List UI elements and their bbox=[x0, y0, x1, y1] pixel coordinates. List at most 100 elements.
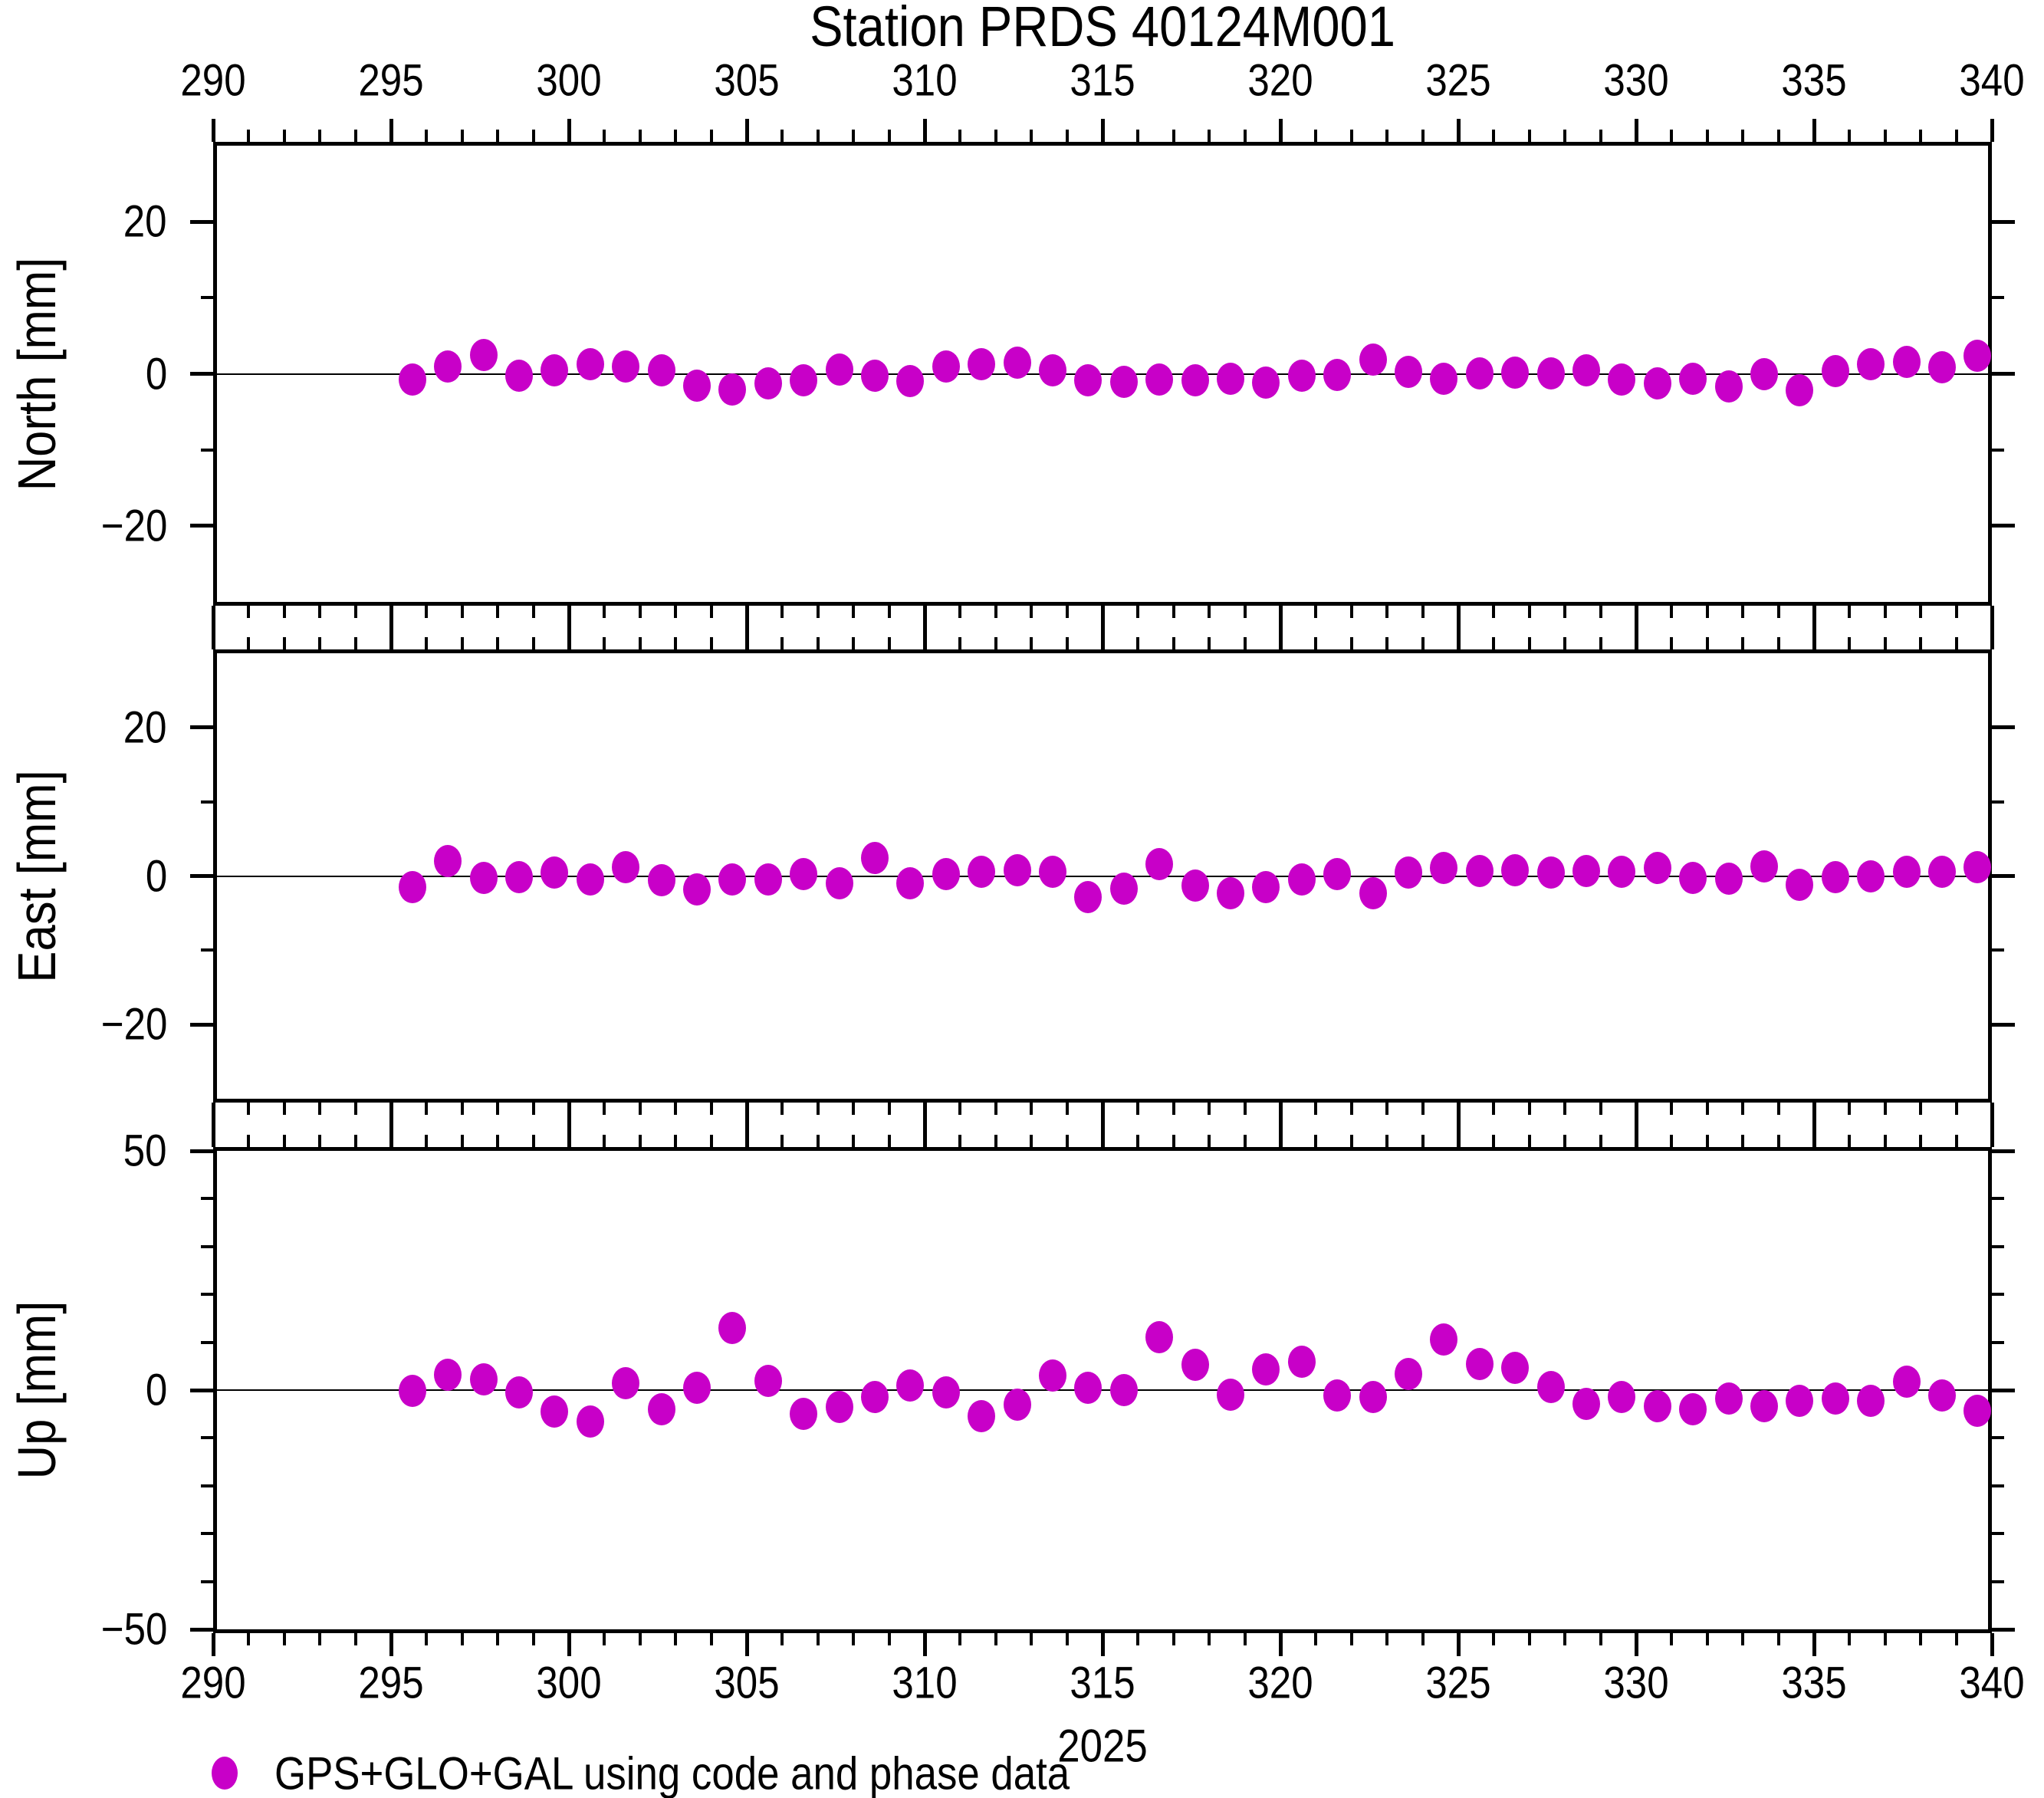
x-tick bbox=[282, 606, 286, 618]
x-tick bbox=[1421, 1103, 1425, 1115]
x-tick bbox=[1563, 1633, 1567, 1645]
x-tick bbox=[1385, 637, 1389, 649]
x-tick bbox=[1065, 130, 1069, 142]
y-tick-major bbox=[1992, 874, 2015, 878]
x-tick bbox=[460, 130, 464, 142]
y-tick-minor bbox=[1992, 1579, 2004, 1583]
up-data-point bbox=[1252, 1353, 1280, 1385]
up-data-point bbox=[1608, 1381, 1636, 1414]
x-tick bbox=[1456, 626, 1461, 649]
x-tick bbox=[1172, 1103, 1175, 1115]
x-tick bbox=[1954, 606, 1958, 618]
x-tick bbox=[887, 1103, 891, 1115]
east-data-point bbox=[398, 871, 426, 904]
north-data-point bbox=[1821, 354, 1849, 387]
x-tick bbox=[674, 1633, 678, 1645]
x-tick bbox=[1172, 606, 1175, 618]
x-tick bbox=[994, 1103, 997, 1115]
x-tick bbox=[1208, 130, 1211, 142]
x-tick bbox=[353, 1135, 357, 1147]
x-tick bbox=[744, 626, 749, 649]
x-tick bbox=[496, 1135, 500, 1147]
x-tick bbox=[958, 130, 962, 142]
up-ytick-label: 50 bbox=[123, 1126, 167, 1176]
y-tick-minor bbox=[201, 1244, 213, 1248]
x-tick bbox=[1492, 1633, 1496, 1645]
x-tick bbox=[247, 1135, 251, 1147]
y-tick-minor bbox=[1992, 1436, 2004, 1440]
x-tick bbox=[1492, 1103, 1496, 1115]
x-tick bbox=[1314, 606, 1318, 618]
east-data-point bbox=[861, 842, 889, 875]
north-data-point bbox=[1323, 359, 1352, 392]
x-tick bbox=[1349, 637, 1353, 649]
x-tick bbox=[1100, 606, 1105, 629]
x-tick bbox=[744, 1124, 749, 1147]
x-tick bbox=[247, 1633, 251, 1645]
east-axis-title: East [mm] bbox=[7, 769, 67, 983]
x-tick bbox=[1172, 1633, 1175, 1645]
x-tick bbox=[1563, 606, 1567, 618]
x-tick bbox=[638, 1103, 642, 1115]
east-data-point bbox=[968, 855, 996, 888]
x-tick-label-bottom: 315 bbox=[1070, 1658, 1135, 1708]
x-tick bbox=[1208, 606, 1211, 618]
x-tick bbox=[1527, 1135, 1531, 1147]
x-tick-label-bottom: 325 bbox=[1425, 1658, 1491, 1708]
x-tick bbox=[816, 606, 820, 618]
x-tick bbox=[1278, 119, 1283, 142]
north-data-point bbox=[1536, 357, 1565, 390]
legend-label: GPS+GLO+GAL using code and phase data bbox=[274, 1747, 1070, 1798]
x-tick bbox=[318, 130, 322, 142]
x-tick bbox=[1349, 606, 1353, 618]
x-tick bbox=[567, 1124, 571, 1147]
east-data-point bbox=[1892, 855, 1921, 888]
east-data-point bbox=[1750, 850, 1779, 883]
up-data-point bbox=[790, 1398, 818, 1431]
north-data-point bbox=[612, 350, 640, 383]
x-tick bbox=[531, 1633, 535, 1645]
x-tick bbox=[852, 606, 856, 618]
x-tick bbox=[247, 637, 251, 649]
north-data-point bbox=[1359, 343, 1387, 376]
x-tick bbox=[353, 637, 357, 649]
up-data-point bbox=[1217, 1379, 1245, 1412]
east-data-point bbox=[541, 856, 569, 889]
x-tick bbox=[1136, 1135, 1140, 1147]
x-tick bbox=[603, 1103, 606, 1115]
x-tick bbox=[1314, 130, 1318, 142]
up-data-point bbox=[683, 1371, 711, 1404]
x-tick bbox=[1883, 606, 1887, 618]
x-tick bbox=[282, 1633, 286, 1645]
x-tick bbox=[531, 1103, 535, 1115]
x-tick bbox=[1776, 1103, 1780, 1115]
north-data-point bbox=[505, 360, 534, 393]
x-tick bbox=[389, 626, 393, 649]
x-tick bbox=[674, 637, 678, 649]
x-tick bbox=[1883, 1633, 1887, 1645]
x-tick bbox=[460, 1135, 464, 1147]
x-tick bbox=[1563, 1135, 1567, 1147]
x-tick bbox=[780, 606, 784, 618]
x-tick bbox=[1670, 637, 1674, 649]
x-tick bbox=[1065, 1633, 1069, 1645]
x-tick bbox=[460, 1103, 464, 1115]
x-tick bbox=[709, 1135, 713, 1147]
x-tick bbox=[852, 1135, 856, 1147]
x-tick bbox=[425, 1633, 429, 1645]
y-tick-major bbox=[190, 372, 213, 376]
x-tick bbox=[1670, 1135, 1674, 1147]
x-tick bbox=[1030, 1103, 1034, 1115]
x-tick bbox=[389, 1124, 393, 1147]
x-tick bbox=[994, 130, 997, 142]
x-tick bbox=[1848, 637, 1852, 649]
up-data-point bbox=[1145, 1321, 1174, 1354]
up-data-point bbox=[541, 1395, 569, 1428]
x-tick bbox=[1314, 1633, 1318, 1645]
y-tick-major bbox=[1992, 1022, 2015, 1027]
x-tick bbox=[1100, 1124, 1105, 1147]
up-data-point bbox=[1643, 1389, 1671, 1422]
x-tick bbox=[1634, 1633, 1638, 1656]
x-tick bbox=[1741, 1103, 1745, 1115]
x-tick bbox=[1065, 637, 1069, 649]
